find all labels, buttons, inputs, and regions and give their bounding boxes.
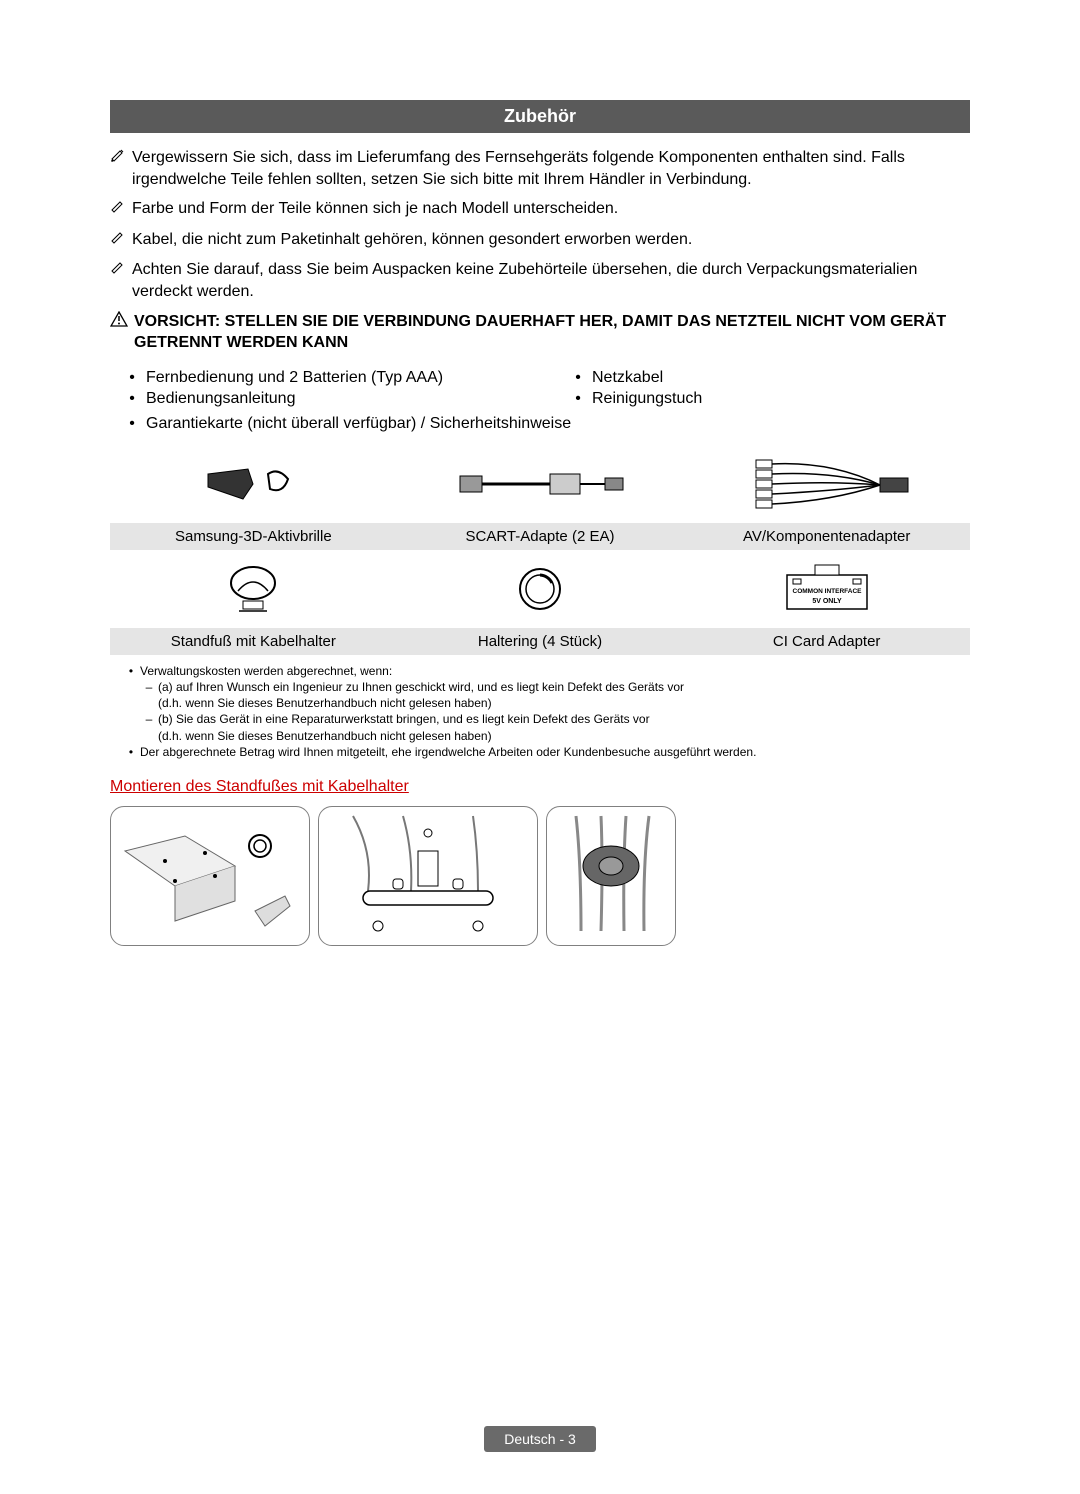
note-2: Farbe und Form der Teile können sich je …	[110, 198, 970, 221]
list-item: •Fernbedienung und 2 Batterien (Typ AAA)	[118, 369, 524, 387]
accessory-label: Haltering (4 Stück)	[397, 628, 684, 655]
item-text: Bedienungsanleitung	[146, 390, 295, 408]
note-3: Kabel, die nicht zum Paketinhalt gehören…	[110, 229, 970, 252]
fine-text: Verwaltungskosten werden abgerechnet, we…	[140, 663, 392, 679]
note-text: Vergewissern Sie sich, dass im Lieferumf…	[132, 147, 970, 190]
note-icon	[110, 147, 128, 170]
list-item: •Bedienungsanleitung	[118, 390, 524, 408]
assembly-diagram-1	[110, 806, 310, 946]
item-text: Garantiekarte (nicht überall verfügbar) …	[146, 415, 571, 433]
assembly-diagrams	[110, 806, 970, 946]
warning-icon	[110, 311, 132, 332]
accessory-image: COMMON INTERFACE 5V ONLY	[683, 550, 970, 628]
items-grid: •Fernbedienung und 2 Batterien (Typ AAA)…	[118, 366, 970, 411]
accessory-label: CI Card Adapter	[683, 628, 970, 655]
fine-text: (d.h. wenn Sie dieses Benutzerhandbuch n…	[158, 696, 492, 710]
accessory-label: Samsung-3D-Aktivbrille	[110, 523, 397, 550]
fine-text: (d.h. wenn Sie dieses Benutzerhandbuch n…	[158, 729, 492, 743]
svg-text:5V ONLY: 5V ONLY	[812, 598, 842, 605]
accessory-image	[110, 445, 397, 523]
note-4: Achten Sie darauf, dass Sie beim Auspack…	[110, 259, 970, 302]
accessory-image	[110, 550, 397, 628]
accessory-label: Standfuß mit Kabelhalter	[110, 628, 397, 655]
note-text: Achten Sie darauf, dass Sie beim Auspack…	[132, 259, 970, 302]
note-icon	[110, 259, 128, 282]
note-icon	[110, 198, 128, 221]
note-icon	[110, 229, 128, 252]
accessory-image	[397, 445, 684, 523]
item-text: Fernbedienung und 2 Batterien (Typ AAA)	[146, 369, 443, 387]
accessory-image	[397, 550, 684, 628]
list-item: •Netzkabel	[564, 369, 970, 387]
fine-text: Der abgerechnete Betrag wird Ihnen mitge…	[140, 744, 756, 760]
list-item: •Reinigungstuch	[564, 390, 970, 408]
accessory-label: AV/Komponentenadapter	[683, 523, 970, 550]
fine-text: (b) Sie das Gerät in eine Reparaturwerks…	[158, 712, 650, 726]
list-item: •Garantiekarte (nicht überall verfügbar)…	[118, 415, 970, 433]
item-text: Netzkabel	[592, 369, 663, 387]
page-footer: Deutsch - 3	[0, 1426, 1080, 1452]
note-text: Farbe und Form der Teile können sich je …	[132, 198, 618, 220]
item-text: Reinigungstuch	[592, 390, 702, 408]
assembly-diagram-3	[546, 806, 676, 946]
accessory-image	[683, 445, 970, 523]
assembly-diagram-2	[318, 806, 538, 946]
warning: VORSICHT: STELLEN SIE DIE VERBINDUNG DAU…	[110, 311, 970, 354]
svg-text:COMMON INTERFACE: COMMON INTERFACE	[792, 588, 862, 595]
section-title: Zubehör	[110, 100, 970, 133]
sub-heading: Montieren des Standfußes mit Kabelhalter	[110, 778, 970, 796]
accessory-label: SCART-Adapte (2 EA)	[397, 523, 684, 550]
note-1: Vergewissern Sie sich, dass im Lieferumf…	[110, 147, 970, 190]
fine-print: •Verwaltungskosten werden abgerechnet, w…	[122, 663, 970, 760]
note-text: Kabel, die nicht zum Paketinhalt gehören…	[132, 229, 692, 251]
warning-text: VORSICHT: STELLEN SIE DIE VERBINDUNG DAU…	[134, 311, 970, 354]
footer-text: Deutsch - 3	[484, 1426, 596, 1452]
fine-text: (a) auf Ihren Wunsch ein Ingenieur zu Ih…	[158, 680, 684, 694]
accessory-table: Samsung-3D-Aktivbrille SCART-Adapte (2 E…	[110, 445, 970, 655]
